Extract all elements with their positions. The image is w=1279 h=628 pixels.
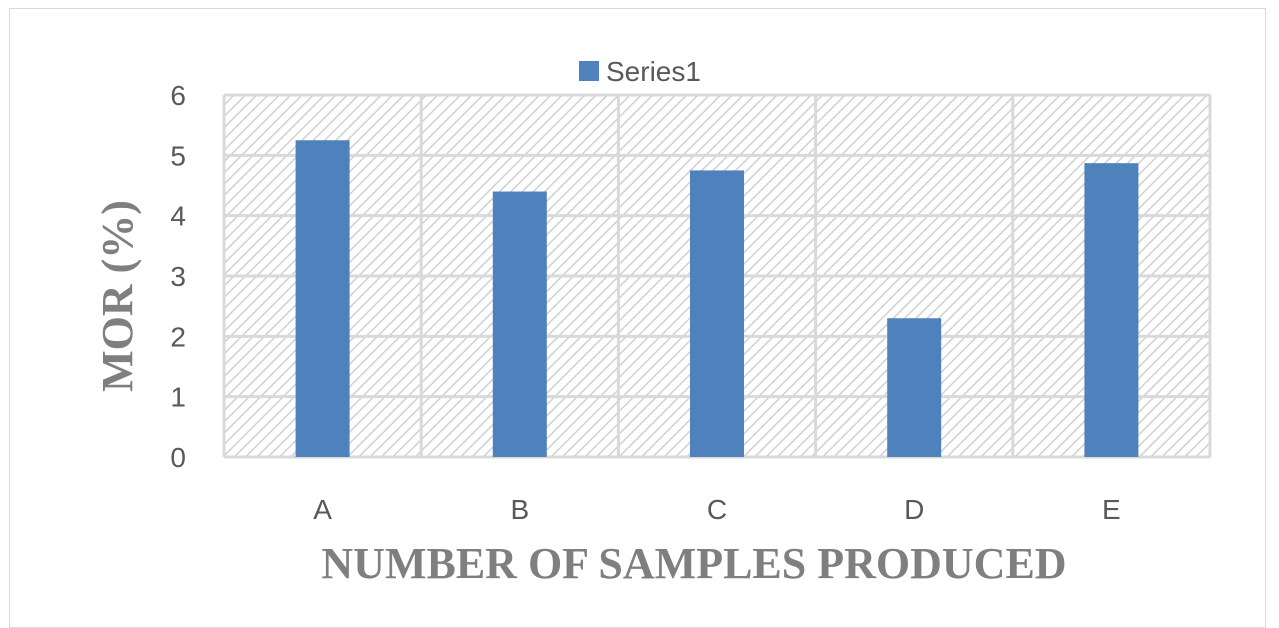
bar-C — [690, 170, 744, 457]
y-tick-label: 2 — [170, 321, 186, 352]
bar-B — [492, 191, 547, 458]
bar-E — [1084, 163, 1139, 457]
x-axis-ticks: A B C D E — [313, 494, 1120, 525]
x-tick-label: B — [510, 494, 529, 525]
legend-swatch — [579, 61, 599, 81]
y-axis-title: MOR (%) — [93, 200, 142, 392]
y-tick-label: 1 — [170, 382, 186, 413]
y-tick-label: 0 — [170, 442, 186, 473]
bar-A — [295, 140, 350, 457]
x-axis-title: NUMBER OF SAMPLES PRODUCED — [321, 539, 1066, 588]
y-tick-label: 5 — [170, 140, 186, 171]
x-tick-label: D — [904, 494, 924, 525]
y-tick-label: 6 — [170, 80, 186, 111]
legend-label: Series1 — [606, 56, 701, 87]
y-axis-ticks: 0 1 2 3 4 5 6 — [170, 80, 186, 473]
y-tick-label: 3 — [170, 261, 186, 292]
y-tick-label: 4 — [170, 201, 186, 232]
bars — [295, 140, 1139, 458]
x-tick-label: C — [707, 494, 727, 525]
bar-D — [887, 318, 942, 457]
x-tick-label: A — [313, 494, 332, 525]
legend: Series1 — [579, 56, 701, 87]
x-tick-label: E — [1102, 494, 1121, 525]
